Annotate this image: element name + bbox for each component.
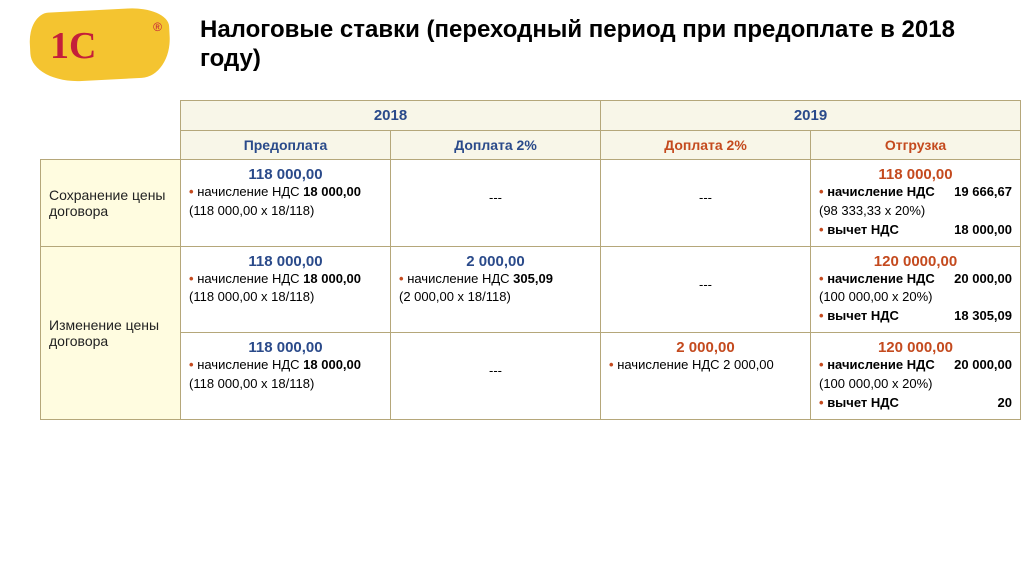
table-row: Изменение цены договора 118 000,00 • нач… xyxy=(41,246,1021,333)
col-surcharge-2018: Доплата 2% xyxy=(391,131,601,160)
year-2018: 2018 xyxy=(181,101,601,131)
col-shipment: Отгрузка xyxy=(811,131,1021,160)
cell-empty: --- xyxy=(601,246,811,333)
table-row: Сохранение цены договора 118 000,00 • на… xyxy=(41,160,1021,247)
col-prepay: Предоплата xyxy=(181,131,391,160)
amount: 2 000,00 xyxy=(399,253,592,270)
tax-table: 2018 2019 Предоплата Доплата 2% Доплата … xyxy=(40,100,1021,420)
vat-value: 18 000,00 xyxy=(303,184,361,199)
vat-value: 305,09 xyxy=(513,271,553,286)
vat-label: начисление НДС xyxy=(197,271,299,286)
vat-value: 18 000,00 xyxy=(303,271,361,286)
vat-label: начисление НДС xyxy=(827,357,935,372)
cell-r3c4: 120 000,00 • начисление НДС20 000,00 (10… xyxy=(811,333,1021,420)
amount: 118 000,00 xyxy=(819,166,1012,183)
row-preserve-label: Сохранение цены договора xyxy=(41,160,181,247)
subheader-row: Предоплата Доплата 2% Доплата 2% Отгрузк… xyxy=(41,131,1021,160)
calc-formula: (118 000,00 х 18/118) xyxy=(189,376,314,391)
col-surcharge-2019: Доплата 2% xyxy=(601,131,811,160)
amount: 118 000,00 xyxy=(189,166,382,183)
vat-value: 19 666,67 xyxy=(954,183,1012,202)
deduction-value: 18 000,00 xyxy=(954,221,1012,240)
cell-empty: --- xyxy=(391,333,601,420)
vat-label: начисление НДС xyxy=(827,184,935,199)
deduction-label: вычет НДС xyxy=(827,308,899,323)
calc-formula: (98 333,33 х 20%) xyxy=(819,203,925,218)
calc-formula: (118 000,00 х 18/118) xyxy=(189,289,314,304)
cell-r1c4: 118 000,00 • начисление НДС19 666,67 (98… xyxy=(811,160,1021,247)
vat-value: НДС 2 000,00 xyxy=(692,357,774,372)
cell-r2c1: 118 000,00 • начисление НДС 18 000,00 (1… xyxy=(181,246,391,333)
calc-formula: (100 000,00 х 20%) xyxy=(819,289,932,304)
table-container: 2018 2019 Предоплата Доплата 2% Доплата … xyxy=(0,90,1024,420)
amount: 120 0000,00 xyxy=(819,253,1012,270)
amount: 118 000,00 xyxy=(189,253,382,270)
deduction-label: вычет НДС xyxy=(827,222,899,237)
vat-label: начисление НДС xyxy=(197,184,299,199)
cell-r1c1: 118 000,00 • начисление НДС 18 000,00 (1… xyxy=(181,160,391,247)
cell-r2c4: 120 0000,00 • начисление НДС20 000,00 (1… xyxy=(811,246,1021,333)
cell-r2c2: 2 000,00 • начисление НДС 305,09 (2 000,… xyxy=(391,246,601,333)
calc-formula: (100 000,00 х 20%) xyxy=(819,376,932,391)
vat-value: 18 000,00 xyxy=(303,357,361,372)
cell-r3c1: 118 000,00 • начисление НДС 18 000,00 (1… xyxy=(181,333,391,420)
cell-empty: --- xyxy=(601,160,811,247)
table-row: 118 000,00 • начисление НДС 18 000,00 (1… xyxy=(41,333,1021,420)
deduction-value: 20 xyxy=(998,394,1012,413)
deduction-label: вычет НДС xyxy=(827,395,899,410)
year-2019: 2019 xyxy=(601,101,1021,131)
registered-icon: ® xyxy=(153,20,162,34)
year-row: 2018 2019 xyxy=(41,101,1021,131)
cell-r3c3: 2 000,00 • начисление НДС 2 000,00 xyxy=(601,333,811,420)
cell-empty: --- xyxy=(391,160,601,247)
vat-label: начисление НДС xyxy=(407,271,509,286)
vat-label: начисление НДС xyxy=(197,357,299,372)
logo: 1С ® xyxy=(20,10,180,90)
vat-label: начисление НДС xyxy=(827,271,935,286)
amount: 118 000,00 xyxy=(189,339,382,356)
calc-formula: (2 000,00 х 18/118) xyxy=(399,289,511,304)
vat-value: 20 000,00 xyxy=(954,270,1012,289)
row-change-label: Изменение цены договора xyxy=(41,246,181,419)
deduction-value: 18 305,09 xyxy=(954,307,1012,326)
vat-value: 20 000,00 xyxy=(954,356,1012,375)
vat-label: начисление xyxy=(617,357,688,372)
amount: 120 000,00 xyxy=(819,339,1012,356)
page-title: Налоговые ставки (переходный период при … xyxy=(200,10,984,74)
logo-text: 1С xyxy=(50,24,96,68)
amount: 2 000,00 xyxy=(609,339,802,356)
header: 1С ® Налоговые ставки (переходный период… xyxy=(0,0,1024,90)
calc-formula: (118 000,00 х 18/118) xyxy=(189,203,314,218)
